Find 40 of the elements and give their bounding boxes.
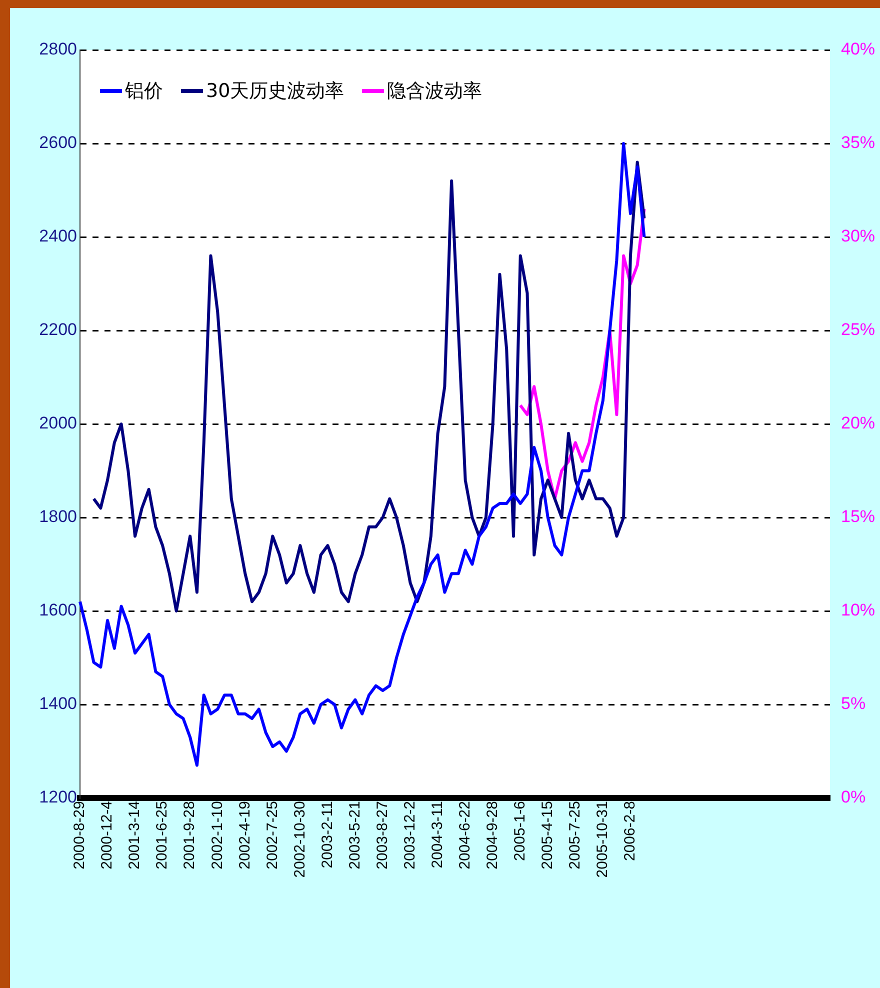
x-tick-label: 2003-5-21 (346, 801, 364, 870)
y-tick-label: 2400 (39, 226, 77, 246)
x-tick-label: 2003-12-2 (401, 801, 418, 870)
y2-tick-label: 5% (841, 694, 866, 714)
x-tick-label: 2005-7-25 (566, 801, 584, 870)
x-tick-label: 2002-4-19 (236, 801, 254, 870)
legend-label: 30天历史波动率 (206, 79, 344, 104)
y-tick-label: 2000 (39, 414, 77, 433)
x-tick-label: 2005-1-6 (512, 801, 529, 862)
y-tick-label: 1400 (39, 694, 77, 714)
x-tick-label: 2005-10-31 (594, 801, 612, 878)
x-tick-label: 2003-8-27 (374, 801, 391, 870)
y2-tick-label: 0% (841, 788, 866, 807)
x-tick-label: 2000-12-4 (98, 801, 116, 870)
x-tick-label: 2004-9-28 (484, 801, 501, 870)
x-tick-label: 2001-9-28 (181, 801, 198, 870)
x-tick-label: 2004-6-22 (456, 801, 474, 870)
x-tick-label: 2001-3-14 (126, 801, 144, 870)
x-tick-label: 2002-7-25 (264, 801, 281, 870)
x-tick-label: 2004-3-11 (428, 801, 446, 868)
y2-tick-label: 10% (841, 600, 876, 620)
y-tick-label: 1600 (39, 600, 77, 620)
x-tick-label: 2002-10-30 (291, 801, 308, 878)
x-tick-label: 2003-2-11 (318, 801, 336, 868)
x-tick-label: 2001-6-25 (154, 801, 171, 870)
y2-tick-label: 25% (841, 320, 876, 340)
x-tick-label: 2005-4-15 (539, 801, 556, 870)
y2-tick-label: 20% (841, 414, 876, 433)
legend-label: 铝价 (125, 79, 163, 104)
y2-tick-label: 35% (841, 133, 876, 152)
y2-tick-label: 15% (841, 507, 876, 526)
y-tick-label: 1800 (39, 507, 77, 526)
y-tick-label: 2600 (39, 133, 77, 152)
y2-tick-label: 40% (841, 40, 876, 59)
x-tick-label: 2002-1-10 (208, 801, 226, 870)
y-tick-label: 2800 (39, 40, 77, 59)
y2-tick-label: 30% (841, 226, 876, 246)
legend-label: 隐含波动率 (387, 79, 482, 104)
x-tick-label: 2006-2-8 (622, 801, 639, 862)
y-tick-label: 2200 (39, 320, 77, 340)
